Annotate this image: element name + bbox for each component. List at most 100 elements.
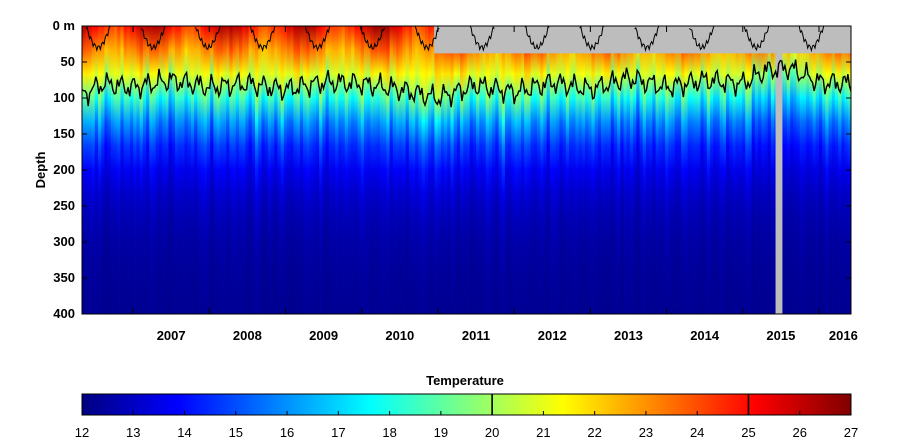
heatmap-column (652, 26, 657, 314)
x-tick-label: 2011 (462, 328, 490, 343)
heatmap-column (793, 26, 798, 314)
heatmap-column (588, 26, 593, 314)
heatmap-column (661, 26, 666, 314)
heatmap-column (453, 26, 458, 314)
heatmap-column (235, 26, 240, 314)
heatmap-column (396, 26, 400, 314)
heatmap-column (645, 26, 650, 314)
heatmap-column (174, 26, 179, 314)
heatmap-plot-area (81, 25, 852, 315)
heatmap-column (88, 26, 93, 314)
heatmap-column (392, 26, 397, 314)
heatmap-column (610, 26, 615, 314)
heatmap-column (421, 26, 426, 314)
heatmap-column (367, 26, 371, 314)
heatmap-column (677, 26, 682, 314)
heatmap-column (572, 26, 577, 314)
heatmap-column (222, 26, 227, 314)
heatmap-column (274, 26, 279, 314)
heatmap-column (809, 26, 814, 314)
heatmap-column (126, 26, 131, 314)
heatmap-column (543, 26, 548, 314)
heatmap-column (488, 26, 493, 314)
colorbar-tick-label: 17 (331, 425, 345, 440)
heatmap-column (822, 26, 826, 314)
heatmap-column (690, 26, 695, 314)
heatmap-column (338, 26, 343, 314)
colorbar-gradient (81, 393, 852, 416)
x-tick-label: 2007 (157, 328, 186, 343)
heatmap-column (796, 26, 801, 314)
heatmap-column (255, 26, 259, 314)
heatmap-column (601, 26, 605, 314)
x-tick-label: 2012 (538, 328, 567, 343)
heatmap-column (232, 26, 237, 314)
x-tick-label: 2010 (385, 328, 414, 343)
heatmap-column (697, 26, 702, 314)
heatmap-column (633, 26, 637, 314)
heatmap-column (149, 26, 154, 314)
heatmap-column (130, 26, 134, 314)
heatmap-column (514, 26, 519, 314)
temperature-colorbar: Temperature 12 13 14 15 16 17 18 19 20 21 22 23 24 25… (75, 373, 858, 440)
heatmap-column (210, 26, 214, 314)
heatmap-column (722, 26, 727, 314)
heatmap-column (120, 26, 125, 314)
heatmap-column (287, 26, 291, 314)
colorbar-tick-label: 21 (536, 425, 550, 440)
heatmap-column (581, 26, 586, 314)
heatmap-column (472, 26, 477, 314)
heatmap-column (347, 26, 352, 314)
y-tick-label: 400 (53, 306, 75, 321)
heatmap-column (299, 26, 304, 314)
y-tick-label: 300 (53, 234, 75, 249)
heatmap-column (604, 26, 609, 314)
colorbar-tick-label: 22 (587, 425, 601, 440)
heatmap-column (386, 26, 391, 314)
heatmap-column (117, 26, 122, 314)
heatmap-column (469, 26, 474, 314)
heatmap-column (264, 26, 269, 314)
heatmap-column (444, 26, 448, 314)
heatmap-column (482, 26, 487, 314)
heatmap-column (171, 26, 176, 314)
heatmap-column (229, 26, 234, 314)
heatmap-column (671, 26, 676, 314)
heatmap-column (248, 26, 253, 314)
heatmap-column (351, 26, 355, 314)
heatmap-column (530, 26, 535, 314)
heatmap-column (806, 26, 810, 314)
heatmap-column (706, 26, 711, 314)
heatmap-column (98, 26, 102, 314)
x-tick-label: 2015 (766, 328, 795, 343)
heatmap-column (613, 26, 618, 314)
heatmap-column (713, 26, 718, 314)
colorbar-tick-label: 26 (792, 425, 806, 440)
colorbar-tick-label: 27 (844, 425, 858, 440)
heatmap-column (665, 26, 669, 314)
heatmap-column (408, 26, 413, 314)
heatmap-column (738, 26, 743, 314)
colorbar-label: Temperature (426, 373, 504, 388)
heatmap-column (818, 26, 823, 314)
temperature-heatmap (82, 26, 851, 314)
heatmap-column (812, 26, 817, 314)
heatmap-column (242, 26, 247, 314)
heatmap-column (786, 26, 791, 314)
heatmap-column (197, 26, 202, 314)
heatmap-column (767, 26, 772, 314)
heatmap-column (492, 26, 496, 314)
heatmap-column (693, 26, 698, 314)
heatmap-column (575, 26, 580, 314)
heatmap-column (761, 26, 766, 314)
heatmap-column (319, 26, 323, 314)
heatmap-column (261, 26, 266, 314)
heatmap-column (620, 26, 625, 314)
y-tick-label: 0 m (53, 18, 75, 33)
heatmap-column (578, 26, 583, 314)
heatmap-column (431, 26, 436, 314)
x-tick-label: 2016 (829, 328, 858, 343)
heatmap-column (700, 26, 705, 314)
heatmap-column (838, 26, 842, 314)
heatmap-column (322, 26, 327, 314)
